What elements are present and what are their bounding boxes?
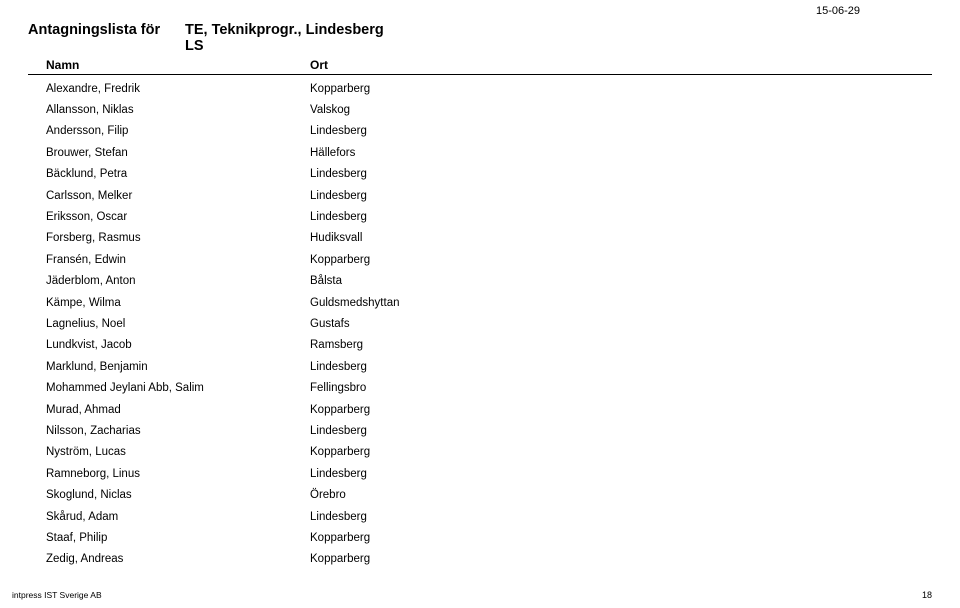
cell-name: Eriksson, Oscar (28, 211, 310, 223)
cell-ort: Örebro (310, 489, 346, 501)
cell-ort: Kopparberg (310, 532, 370, 544)
cell-ort: Kopparberg (310, 404, 370, 416)
table-row: Eriksson, OscarLindesberg (28, 206, 932, 227)
table-row: Brouwer, StefanHällefors (28, 142, 932, 163)
table-row: Kämpe, WilmaGuldsmedshyttan (28, 292, 932, 313)
cell-ort: Hällefors (310, 147, 355, 159)
cell-ort: Bålsta (310, 275, 342, 287)
cell-name: Marklund, Benjamin (28, 361, 310, 373)
cell-name: Skoglund, Niclas (28, 489, 310, 501)
cell-name: Lundkvist, Jacob (28, 339, 310, 351)
cell-name: Lagnelius, Noel (28, 318, 310, 330)
table-row: Staaf, PhilipKopparberg (28, 527, 932, 548)
table-row: Skoglund, NiclasÖrebro (28, 484, 932, 505)
table-row: Andersson, FilipLindesberg (28, 121, 932, 142)
cell-name: Brouwer, Stefan (28, 147, 310, 159)
cell-name: Forsberg, Rasmus (28, 232, 310, 244)
table-row: Forsberg, RasmusHudiksvall (28, 228, 932, 249)
table-row: Lagnelius, NoelGustafs (28, 313, 932, 334)
cell-name: Staaf, Philip (28, 532, 310, 544)
cell-name: Bäcklund, Petra (28, 168, 310, 180)
cell-ort: Kopparberg (310, 553, 370, 565)
cell-name: Nilsson, Zacharias (28, 425, 310, 437)
cell-ort: Lindesberg (310, 168, 367, 180)
cell-name: Nyström, Lucas (28, 446, 310, 458)
table-row: Murad, AhmadKopparberg (28, 399, 932, 420)
cell-ort: Lindesberg (310, 190, 367, 202)
cell-ort: Lindesberg (310, 125, 367, 137)
cell-name: Alexandre, Fredrik (28, 83, 310, 95)
title-label: Antagningslista för (28, 22, 185, 38)
title-value-block: TE, Teknikprogr., Lindesberg LS (185, 22, 384, 54)
cell-name: Murad, Ahmad (28, 404, 310, 416)
table-row: Mohammed Jeylani Abb, SalimFellingsbro (28, 377, 932, 398)
cell-ort: Lindesberg (310, 361, 367, 373)
cell-ort: Lindesberg (310, 468, 367, 480)
cell-ort: Kopparberg (310, 83, 370, 95)
cell-ort: Lindesberg (310, 425, 367, 437)
cell-name: Zedig, Andreas (28, 553, 310, 565)
title-sub: LS (185, 38, 384, 54)
cell-name: Allansson, Niklas (28, 104, 310, 116)
header-rule (28, 74, 932, 75)
cell-ort: Kopparberg (310, 446, 370, 458)
col-header-ort: Ort (310, 58, 328, 72)
cell-name: Carlsson, Melker (28, 190, 310, 202)
table-row: Ramneborg, LinusLindesberg (28, 463, 932, 484)
table-row: Nyström, LucasKopparberg (28, 442, 932, 463)
table-row: Fransén, EdwinKopparberg (28, 249, 932, 270)
cell-name: Andersson, Filip (28, 125, 310, 137)
cell-ort: Hudiksvall (310, 232, 362, 244)
cell-name: Ramneborg, Linus (28, 468, 310, 480)
cell-ort: Gustafs (310, 318, 350, 330)
footer-page: 18 (922, 590, 932, 600)
table-header: Namn Ort (28, 58, 932, 72)
table-row: Alexandre, FredrikKopparberg (28, 78, 932, 99)
footer: intpress IST Sverige AB 18 (12, 590, 932, 600)
cell-name: Kämpe, Wilma (28, 297, 310, 309)
table-body: Alexandre, FredrikKopparbergAllansson, N… (28, 78, 932, 570)
table-row: Allansson, NiklasValskog (28, 99, 932, 120)
cell-ort: Guldsmedshyttan (310, 297, 400, 309)
cell-ort: Lindesberg (310, 211, 367, 223)
title-row: Antagningslista för TE, Teknikprogr., Li… (28, 22, 932, 54)
cell-ort: Ramsberg (310, 339, 363, 351)
title-program: TE, Teknikprogr., Lindesberg (185, 22, 384, 38)
table-row: Jäderblom, AntonBålsta (28, 271, 932, 292)
print-date: 15-06-29 (816, 5, 860, 17)
cell-name: Fransén, Edwin (28, 254, 310, 266)
footer-producer: intpress IST Sverige AB (12, 590, 102, 600)
table-row: Skårud, AdamLindesberg (28, 506, 932, 527)
table-row: Carlsson, MelkerLindesberg (28, 185, 932, 206)
table-row: Lundkvist, JacobRamsberg (28, 335, 932, 356)
cell-name: Skårud, Adam (28, 511, 310, 523)
cell-ort: Lindesberg (310, 511, 367, 523)
cell-ort: Valskog (310, 104, 350, 116)
page: 15-06-29 Antagningslista för TE, Teknikp… (0, 0, 960, 608)
cell-ort: Fellingsbro (310, 382, 366, 394)
table-row: Zedig, AndreasKopparberg (28, 549, 932, 570)
cell-ort: Kopparberg (310, 254, 370, 266)
table-row: Marklund, BenjaminLindesberg (28, 356, 932, 377)
table-row: Nilsson, ZachariasLindesberg (28, 420, 932, 441)
table-row: Bäcklund, PetraLindesberg (28, 164, 932, 185)
cell-name: Mohammed Jeylani Abb, Salim (28, 382, 310, 394)
col-header-name: Namn (28, 58, 310, 72)
cell-name: Jäderblom, Anton (28, 275, 310, 287)
